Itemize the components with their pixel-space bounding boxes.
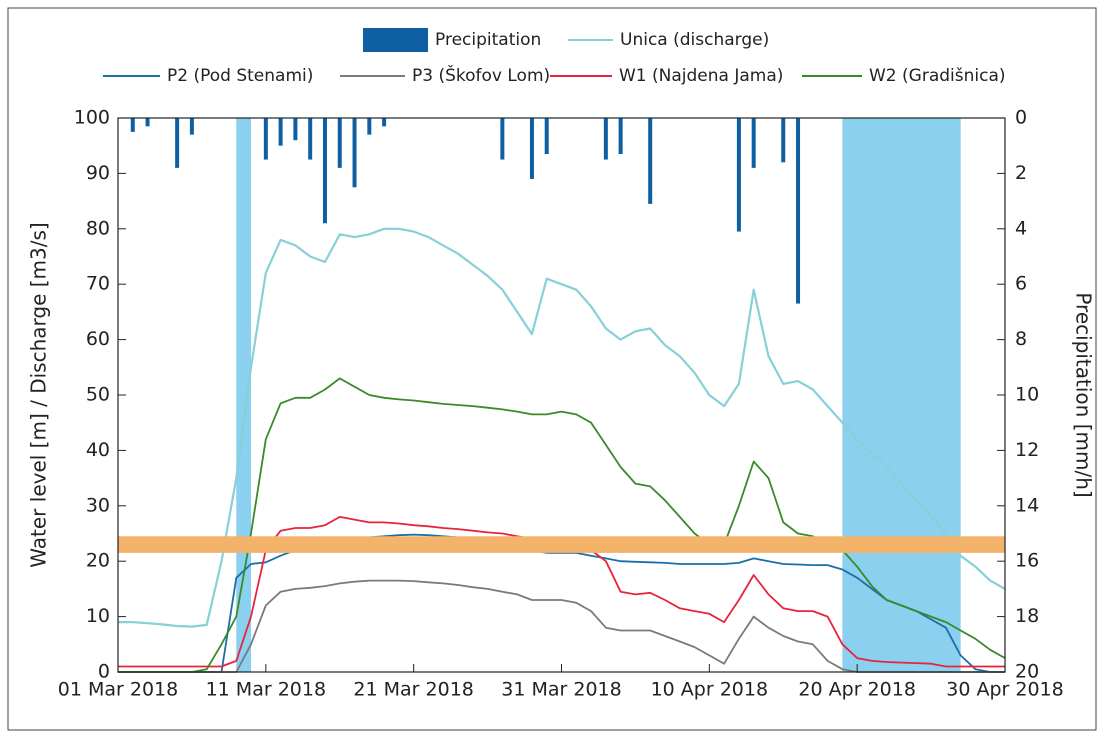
precipitation-bar	[367, 118, 372, 135]
y2-tick-label: 6	[1015, 273, 1027, 295]
y-tick-label: 50	[86, 384, 110, 406]
legend-label: W1 (Najdena Jama)	[619, 66, 783, 86]
legend-label: P2 (Pod Stenami)	[167, 66, 313, 86]
y-axis-title: Water level [m] / Discharge [m3/s]	[27, 222, 51, 567]
highlight-period	[842, 118, 961, 672]
legend-label: Precipitation	[435, 30, 541, 50]
legend-swatch	[363, 28, 428, 52]
x-tick-label: 31 Mar 2018	[501, 679, 621, 701]
precipitation-bar	[145, 118, 150, 127]
precipitation-bar	[618, 118, 623, 155]
precipitation-bar	[603, 118, 608, 160]
precipitation-bar	[263, 118, 268, 160]
legend-label: Unica (discharge)	[620, 30, 769, 50]
y2-tick-label: 0	[1015, 107, 1027, 129]
x-tick-label: 01 Mar 2018	[58, 679, 178, 701]
highlight-period	[236, 118, 252, 672]
precipitation-bar	[500, 118, 505, 160]
y-tick-label: 40	[86, 439, 110, 461]
x-tick-label: 11 Mar 2018	[206, 679, 326, 701]
precipitation-bar	[781, 118, 786, 163]
precipitation-bar	[544, 118, 549, 155]
precipitation-bar	[293, 118, 298, 141]
y-tick-label: 30	[86, 494, 110, 516]
precipitation-bar	[278, 118, 283, 146]
y2-tick-label: 20	[1015, 661, 1039, 683]
precipitation-bar	[648, 118, 653, 204]
precipitation-bar	[796, 118, 801, 304]
precipitation-bar	[751, 118, 756, 168]
precipitation-bar	[175, 118, 180, 168]
legend-label: W2 (Gradišnica)	[869, 66, 1006, 86]
series-line	[118, 227, 1006, 628]
y2-tick-label: 16	[1015, 550, 1039, 572]
y2-tick-label: 8	[1015, 328, 1027, 350]
y2-tick-label: 18	[1015, 605, 1039, 627]
x-tick-label: 30 Apr 2018	[946, 679, 1063, 701]
y-tick-label: 20	[86, 550, 110, 572]
series-line	[118, 377, 1006, 673]
y2-tick-label: 2	[1015, 162, 1027, 184]
y-tick-label: 60	[86, 328, 110, 350]
precipitation-bar	[382, 118, 387, 127]
y-tick-label: 70	[86, 273, 110, 295]
y2-tick-label: 10	[1015, 384, 1039, 406]
x-tick-label: 10 Apr 2018	[651, 679, 768, 701]
precipitation-bar	[322, 118, 327, 224]
precipitation-bar	[352, 118, 357, 188]
precipitation-bar	[529, 118, 534, 179]
precipitation-bar	[130, 118, 135, 132]
legend-label: P3 (Škofov Lom)	[412, 64, 550, 86]
y-tick-label: 100	[74, 107, 110, 129]
precipitation-bar	[189, 118, 194, 135]
precipitation-bar	[337, 118, 342, 168]
series-line	[118, 533, 1005, 673]
y-tick-label: 80	[86, 217, 110, 239]
y-tick-label: 90	[86, 162, 110, 184]
y2-tick-label: 14	[1015, 494, 1039, 516]
y2-tick-label: 4	[1015, 217, 1027, 239]
y-tick-label: 0	[98, 661, 110, 683]
precipitation-bar	[736, 118, 741, 232]
y2-axis-title: Precipitation [mm/h]	[1072, 292, 1096, 497]
y-tick-label: 10	[86, 605, 110, 627]
y2-tick-label: 12	[1015, 439, 1039, 461]
precipitation-bar	[308, 118, 313, 160]
x-tick-label: 20 Apr 2018	[798, 679, 915, 701]
x-tick-label: 21 Mar 2018	[353, 679, 473, 701]
frame	[7, 7, 1097, 731]
threshold-band	[118, 536, 1005, 553]
